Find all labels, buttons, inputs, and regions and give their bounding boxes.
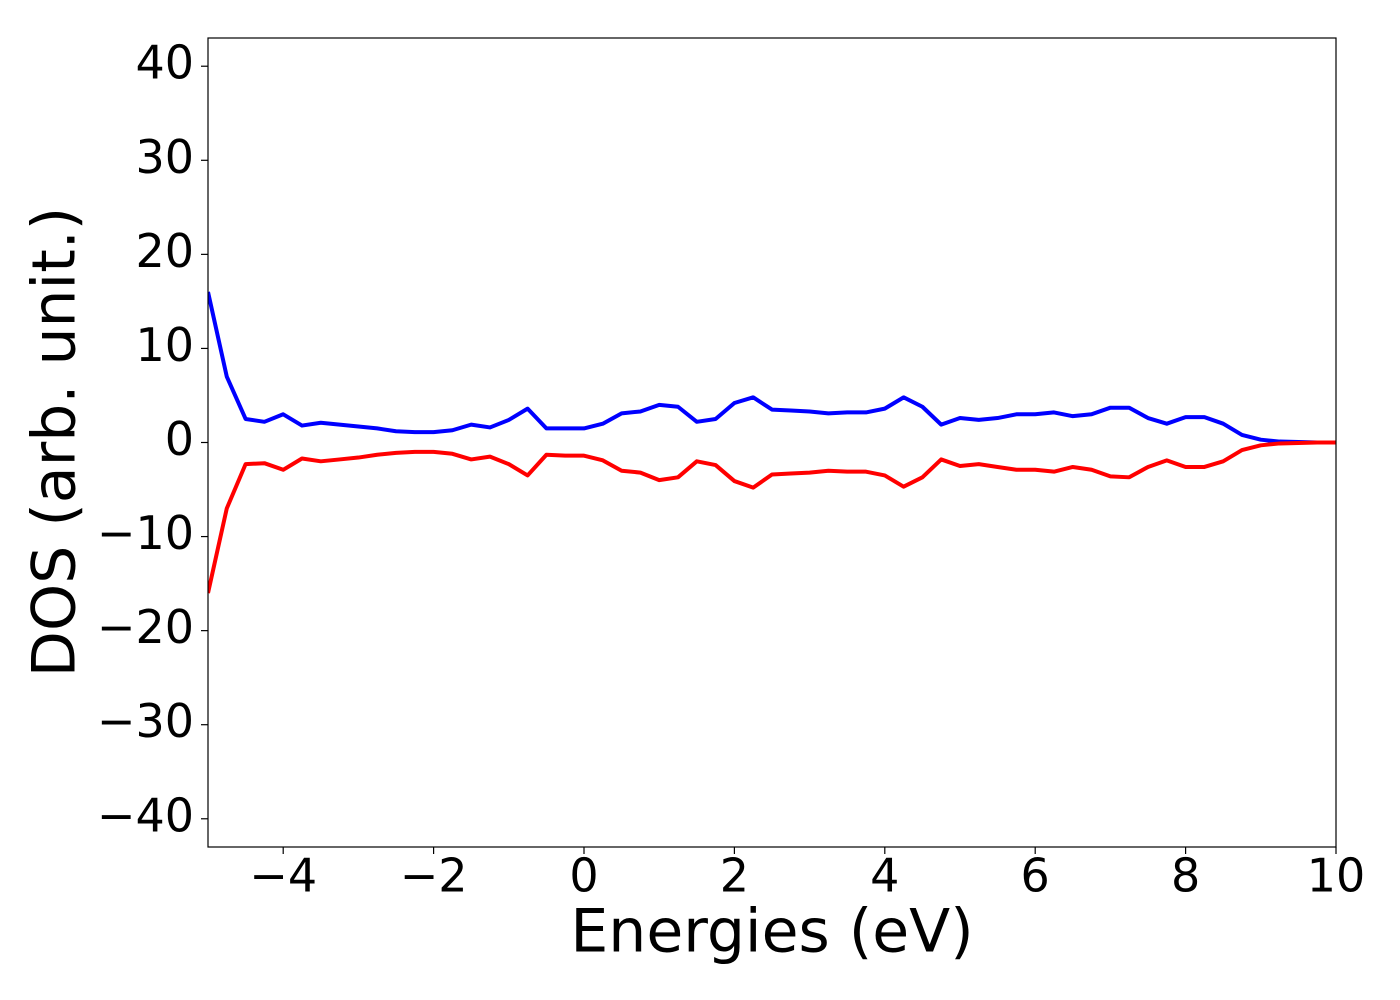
line xyxy=(208,440,1336,594)
plot-frame xyxy=(207,37,1337,848)
y-tick-label: 40 xyxy=(135,36,194,90)
x-tick-label: −4 xyxy=(249,849,317,903)
y-tick-label: 0 xyxy=(165,412,194,466)
x-tick-label: 10 xyxy=(1307,849,1366,903)
y-tick-label: −40 xyxy=(97,788,194,842)
x-tick-label: 0 xyxy=(569,849,598,903)
y-tick-label: 20 xyxy=(135,224,194,278)
y-tick-label: −30 xyxy=(97,694,194,748)
y-tick-label: −20 xyxy=(97,600,194,654)
x-tick-label: 6 xyxy=(1021,849,1050,903)
x-tick-label: −2 xyxy=(400,849,468,903)
x-tick-label: 2 xyxy=(720,849,749,903)
line xyxy=(208,291,1336,445)
x-tick-label: 8 xyxy=(1171,849,1200,903)
y-tick-label: −10 xyxy=(97,506,194,560)
x-tick-label: 4 xyxy=(870,849,899,903)
y-tick-label: 10 xyxy=(135,318,194,372)
y-tick-label: 30 xyxy=(135,130,194,184)
y-axis-label: DOS (arb. unit.) xyxy=(20,207,90,677)
x-axis-label: Energies (eV) xyxy=(570,897,973,967)
